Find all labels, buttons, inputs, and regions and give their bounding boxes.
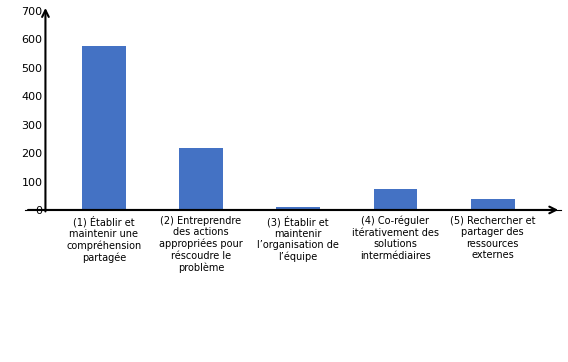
Bar bbox=[276, 207, 320, 210]
Bar bbox=[82, 46, 126, 210]
Bar bbox=[374, 189, 417, 210]
Bar bbox=[179, 148, 223, 210]
Bar bbox=[471, 199, 515, 210]
